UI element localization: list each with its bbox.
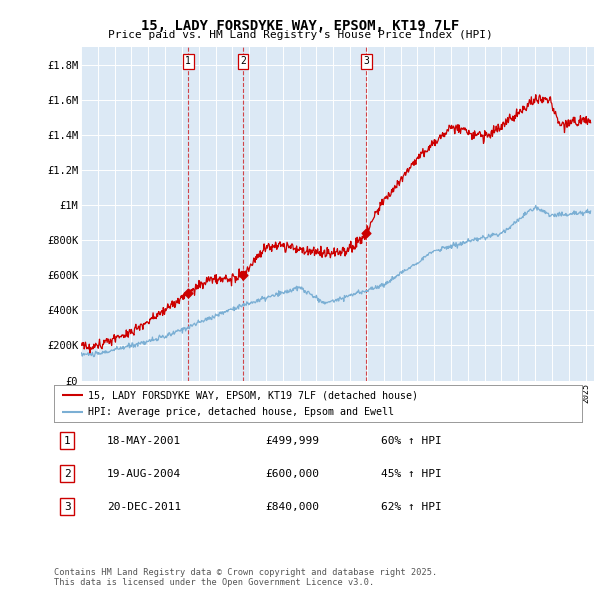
Text: 20-DEC-2011: 20-DEC-2011 bbox=[107, 502, 181, 512]
Text: 15, LADY FORSDYKE WAY, EPSOM, KT19 7LF (detached house): 15, LADY FORSDYKE WAY, EPSOM, KT19 7LF (… bbox=[88, 390, 418, 400]
Text: 45% ↑ HPI: 45% ↑ HPI bbox=[382, 469, 442, 478]
Text: 3: 3 bbox=[64, 502, 71, 512]
Text: 3: 3 bbox=[364, 56, 369, 66]
Text: £499,999: £499,999 bbox=[265, 436, 319, 445]
Text: 19-AUG-2004: 19-AUG-2004 bbox=[107, 469, 181, 478]
Text: 2: 2 bbox=[240, 56, 246, 66]
Text: £840,000: £840,000 bbox=[265, 502, 319, 512]
Point bbox=[184, 288, 193, 297]
Text: 2: 2 bbox=[64, 469, 71, 478]
Text: Contains HM Land Registry data © Crown copyright and database right 2025.
This d: Contains HM Land Registry data © Crown c… bbox=[54, 568, 437, 587]
Text: 18-MAY-2001: 18-MAY-2001 bbox=[107, 436, 181, 445]
Text: £600,000: £600,000 bbox=[265, 469, 319, 478]
Point bbox=[361, 228, 371, 238]
Text: HPI: Average price, detached house, Epsom and Ewell: HPI: Average price, detached house, Epso… bbox=[88, 407, 394, 417]
Text: 15, LADY FORSDYKE WAY, EPSOM, KT19 7LF: 15, LADY FORSDYKE WAY, EPSOM, KT19 7LF bbox=[141, 19, 459, 33]
Text: 62% ↑ HPI: 62% ↑ HPI bbox=[382, 502, 442, 512]
Text: 1: 1 bbox=[64, 436, 71, 445]
Text: 60% ↑ HPI: 60% ↑ HPI bbox=[382, 436, 442, 445]
Text: 1: 1 bbox=[185, 56, 191, 66]
Text: Price paid vs. HM Land Registry's House Price Index (HPI): Price paid vs. HM Land Registry's House … bbox=[107, 30, 493, 40]
Point bbox=[238, 271, 248, 280]
